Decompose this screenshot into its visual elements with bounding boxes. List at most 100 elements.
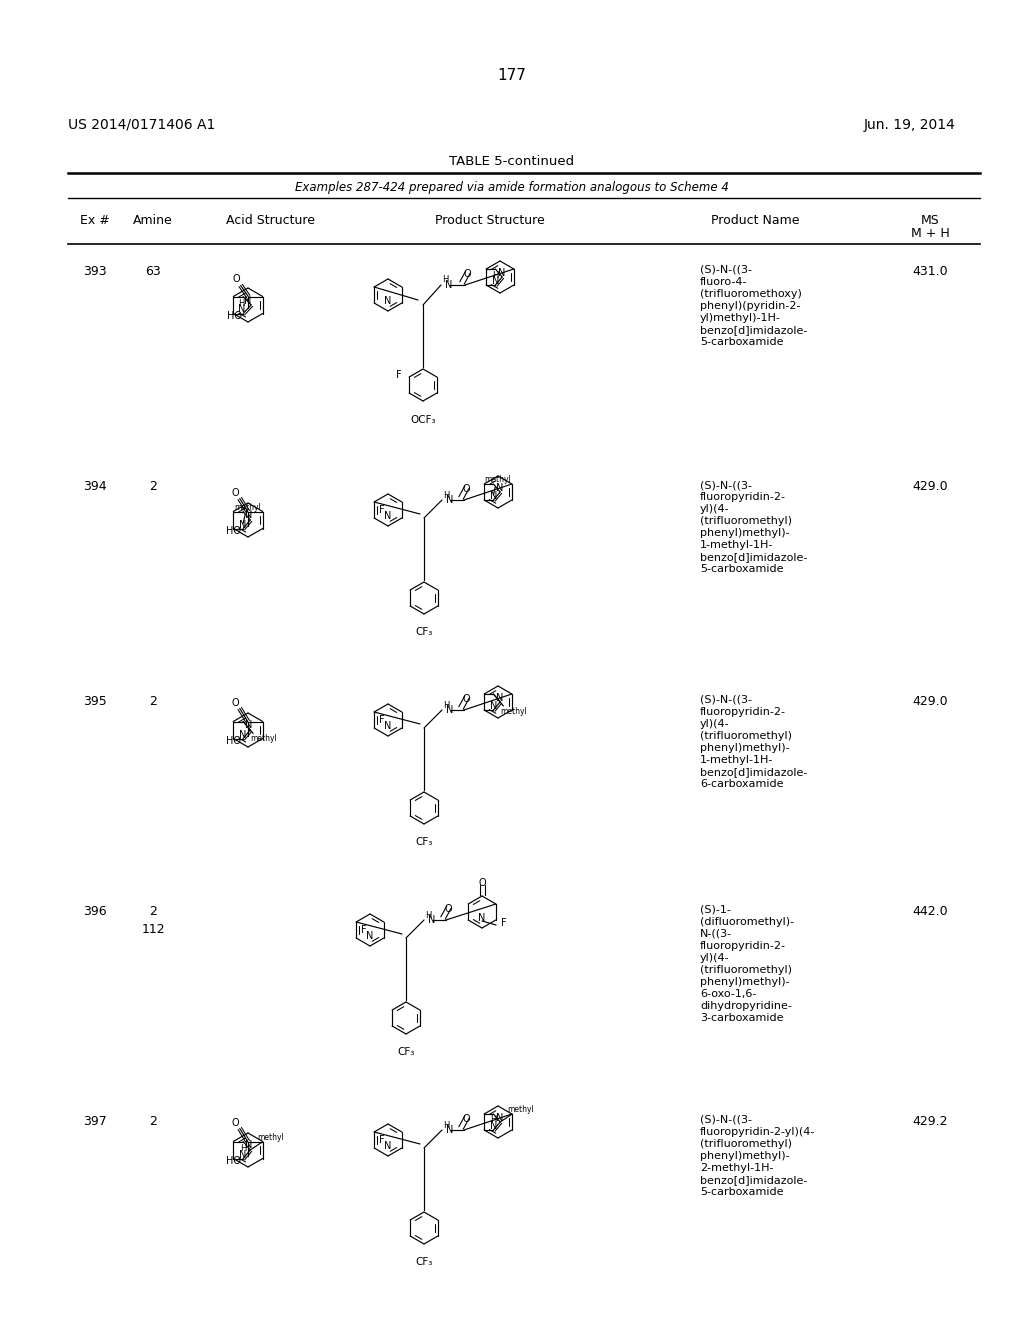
Text: N: N bbox=[489, 491, 497, 502]
Text: N: N bbox=[446, 705, 454, 715]
Text: 429.0: 429.0 bbox=[912, 480, 948, 492]
Text: H: H bbox=[490, 1115, 497, 1125]
Text: N: N bbox=[445, 280, 453, 290]
Text: O: O bbox=[462, 1114, 470, 1125]
Text: Acid Structure: Acid Structure bbox=[225, 214, 314, 227]
Text: 2: 2 bbox=[150, 906, 157, 917]
Text: N: N bbox=[246, 511, 253, 520]
Text: O: O bbox=[231, 487, 240, 498]
Text: H: H bbox=[493, 271, 499, 280]
Text: N: N bbox=[428, 915, 435, 925]
Text: 442.0: 442.0 bbox=[912, 906, 948, 917]
Text: H: H bbox=[240, 1144, 247, 1152]
Text: methyl: methyl bbox=[250, 734, 276, 743]
Text: O: O bbox=[232, 275, 241, 284]
Text: N: N bbox=[367, 931, 374, 941]
Text: HO: HO bbox=[226, 527, 242, 536]
Text: N: N bbox=[384, 511, 392, 521]
Text: 112: 112 bbox=[141, 923, 165, 936]
Text: 2: 2 bbox=[150, 1115, 157, 1129]
Text: OCF₃: OCF₃ bbox=[411, 414, 436, 425]
Text: 394: 394 bbox=[83, 480, 106, 492]
Text: Amine: Amine bbox=[133, 214, 173, 227]
Text: O: O bbox=[478, 878, 485, 888]
Text: N: N bbox=[246, 1140, 253, 1151]
Text: N: N bbox=[240, 730, 247, 739]
Text: (S)-1-
(difluoromethyl)-
N-((3-
fluoropyridin-2-
yl)(4-
(trifluoromethyl)
phenyl: (S)-1- (difluoromethyl)- N-((3- fluoropy… bbox=[700, 906, 795, 1023]
Text: methyl: methyl bbox=[507, 1106, 534, 1114]
Text: CF₃: CF₃ bbox=[416, 837, 433, 847]
Text: O: O bbox=[462, 694, 470, 704]
Text: N: N bbox=[446, 495, 454, 506]
Text: methyl: methyl bbox=[257, 1134, 284, 1143]
Text: O: O bbox=[462, 484, 470, 494]
Text: CF₃: CF₃ bbox=[416, 1257, 433, 1267]
Text: N: N bbox=[246, 721, 253, 730]
Text: N: N bbox=[496, 483, 503, 492]
Text: (S)-N-((3-
fluoropyridin-2-
yl)(4-
(trifluoromethyl)
phenyl)methyl)-
1-methyl-1H: (S)-N-((3- fluoropyridin-2- yl)(4- (trif… bbox=[700, 696, 807, 789]
Text: H: H bbox=[442, 491, 450, 499]
Text: MS: MS bbox=[921, 214, 939, 227]
Text: N: N bbox=[384, 721, 392, 731]
Text: N: N bbox=[489, 1121, 497, 1131]
Text: 431.0: 431.0 bbox=[912, 265, 948, 279]
Text: 2: 2 bbox=[150, 696, 157, 708]
Text: 393: 393 bbox=[83, 265, 106, 279]
Text: US 2014/0171406 A1: US 2014/0171406 A1 bbox=[68, 117, 215, 132]
Text: 2: 2 bbox=[150, 480, 157, 492]
Text: Examples 287-424 prepared via amide formation analogous to Scheme 4: Examples 287-424 prepared via amide form… bbox=[295, 181, 729, 194]
Text: N: N bbox=[498, 268, 505, 279]
Text: F: F bbox=[379, 506, 385, 515]
Text: (S)-N-((3-
fluoropyridin-2-
yl)(4-
(trifluoromethyl)
phenyl)methyl)-
1-methyl-1H: (S)-N-((3- fluoropyridin-2- yl)(4- (trif… bbox=[700, 480, 807, 574]
Text: F: F bbox=[361, 925, 367, 935]
Text: HO: HO bbox=[226, 312, 242, 321]
Text: N: N bbox=[496, 1113, 503, 1123]
Text: H: H bbox=[442, 1121, 450, 1130]
Text: N: N bbox=[384, 296, 392, 306]
Text: N: N bbox=[478, 913, 485, 923]
Text: 395: 395 bbox=[83, 696, 106, 708]
Text: O: O bbox=[231, 1118, 240, 1127]
Text: methyl: methyl bbox=[484, 474, 511, 483]
Text: H: H bbox=[442, 701, 450, 710]
Text: O: O bbox=[231, 697, 240, 708]
Text: N: N bbox=[240, 520, 247, 529]
Text: O: O bbox=[444, 904, 452, 913]
Text: HO: HO bbox=[226, 1156, 242, 1167]
Text: 397: 397 bbox=[83, 1115, 106, 1129]
Text: F: F bbox=[379, 1135, 385, 1144]
Text: N: N bbox=[384, 1140, 392, 1151]
Text: H: H bbox=[238, 300, 245, 308]
Text: 429.2: 429.2 bbox=[912, 1115, 948, 1129]
Text: H: H bbox=[425, 911, 431, 920]
Text: CF₃: CF₃ bbox=[416, 627, 433, 638]
Text: M + H: M + H bbox=[910, 227, 949, 240]
Text: HO: HO bbox=[226, 737, 242, 747]
Text: N: N bbox=[240, 1150, 247, 1159]
Text: 177: 177 bbox=[498, 69, 526, 83]
Text: N: N bbox=[496, 693, 503, 704]
Text: 396: 396 bbox=[83, 906, 106, 917]
Text: CF₃: CF₃ bbox=[397, 1047, 415, 1057]
Text: N: N bbox=[492, 276, 499, 286]
Text: F: F bbox=[379, 715, 385, 725]
Text: Product Structure: Product Structure bbox=[435, 214, 545, 227]
Text: 63: 63 bbox=[145, 265, 161, 279]
Text: TABLE 5-continued: TABLE 5-continued bbox=[450, 154, 574, 168]
Text: H: H bbox=[441, 276, 449, 285]
Text: N: N bbox=[489, 701, 497, 711]
Text: methyl: methyl bbox=[500, 706, 526, 715]
Text: N: N bbox=[239, 305, 246, 314]
Text: (S)-N-((3-
fluoro-4-
(trifluoromethoxy)
phenyl)(pyridin-2-
yl)methyl)-1H-
benzo[: (S)-N-((3- fluoro-4- (trifluoromethoxy) … bbox=[700, 265, 807, 347]
Text: F: F bbox=[396, 370, 401, 380]
Text: methyl: methyl bbox=[233, 503, 260, 512]
Text: O: O bbox=[463, 269, 471, 279]
Text: Ex #: Ex # bbox=[80, 214, 110, 227]
Text: Jun. 19, 2014: Jun. 19, 2014 bbox=[864, 117, 956, 132]
Text: 429.0: 429.0 bbox=[912, 696, 948, 708]
Text: N: N bbox=[446, 1125, 454, 1135]
Text: N: N bbox=[245, 297, 252, 306]
Text: (S)-N-((3-
fluoropyridin-2-yl)(4-
(trifluoromethyl)
phenyl)methyl)-
2-methyl-1H-: (S)-N-((3- fluoropyridin-2-yl)(4- (trifl… bbox=[700, 1115, 815, 1197]
Text: Product Name: Product Name bbox=[711, 214, 800, 227]
Text: F: F bbox=[501, 917, 507, 928]
